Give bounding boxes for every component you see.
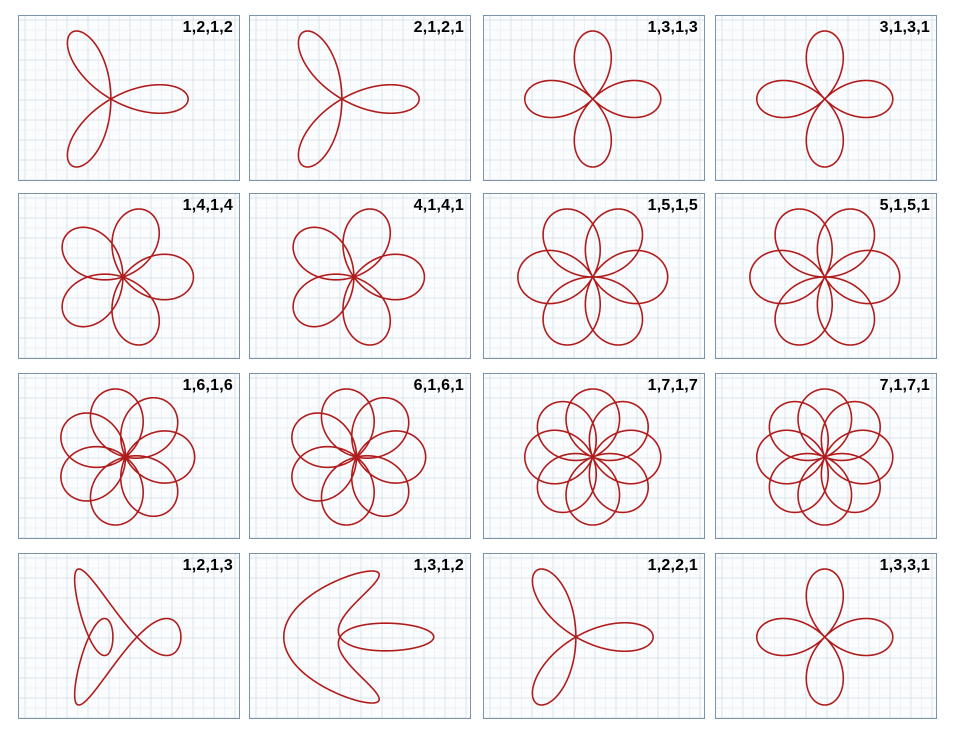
curve-panel: 2,1,2,1 [249, 15, 471, 181]
curve-panel: 6,1,6,1 [249, 373, 471, 539]
curve-plot [484, 554, 704, 718]
curve-panel: 1,5,1,5 [483, 193, 705, 359]
panel-label: 1,3,3,1 [879, 557, 930, 574]
curve-path [292, 208, 426, 346]
panel-label: 1,3,1,3 [647, 19, 698, 36]
panel-label: 1,4,1,4 [182, 197, 233, 214]
grid-lines [484, 16, 704, 180]
grid-lines [484, 554, 704, 718]
curve-plot [250, 374, 470, 538]
grid-lines [250, 374, 470, 538]
grid-lines [250, 554, 470, 718]
grid-lines [716, 374, 936, 538]
curve-panel: 1,2,2,1 [483, 553, 705, 719]
grid-lines [19, 374, 239, 538]
curve-plot [19, 16, 239, 180]
grid-lines [250, 194, 470, 358]
curve-plot [716, 16, 936, 180]
curve-plot [484, 374, 704, 538]
panel-label: 1,5,1,5 [647, 197, 698, 214]
panel-label: 1,7,1,7 [647, 377, 698, 394]
curve-path [531, 568, 654, 706]
grid-lines [19, 194, 239, 358]
curve-path [297, 30, 420, 168]
panel-label: 1,2,1,3 [182, 557, 233, 574]
panel-label: 6,1,6,1 [413, 377, 464, 394]
curve-panel: 1,3,3,1 [715, 553, 937, 719]
curve-panel: 7,1,7,1 [715, 373, 937, 539]
curve-path [282, 570, 435, 704]
panel-label: 2,1,2,1 [413, 19, 464, 36]
grid-lines [19, 554, 239, 718]
curve-path [755, 388, 894, 526]
curve-path [73, 568, 182, 706]
curve-panel: 1,3,1,3 [483, 15, 705, 181]
curve-plot [19, 194, 239, 358]
curve-panel: 4,1,4,1 [249, 193, 471, 359]
curve-path [755, 568, 894, 706]
panel-label: 3,1,3,1 [879, 19, 930, 36]
curve-plot [19, 374, 239, 538]
panel-label: 1,2,1,2 [182, 19, 233, 36]
curve-plot [716, 554, 936, 718]
curve-plot [484, 194, 704, 358]
curve-path [523, 388, 662, 526]
curve-plot [250, 554, 470, 718]
curve-plot [19, 554, 239, 718]
curve-panel: 1,2,1,3 [18, 553, 240, 719]
curve-plot [250, 194, 470, 358]
curve-path [755, 30, 894, 168]
curve-path [60, 388, 196, 526]
grid-lines [484, 194, 704, 358]
curve-panel: 3,1,3,1 [715, 15, 937, 181]
curve-plot [250, 16, 470, 180]
grid-lines [250, 16, 470, 180]
curve-plot [484, 16, 704, 180]
panel-label: 5,1,5,1 [879, 197, 930, 214]
panel-label: 7,1,7,1 [879, 377, 930, 394]
curve-panel: 1,6,1,6 [18, 373, 240, 539]
curve-path [61, 208, 195, 346]
grid-lines [716, 16, 936, 180]
panel-label: 1,3,1,2 [413, 557, 464, 574]
grid-lines [716, 554, 936, 718]
curve-path [291, 388, 427, 526]
grid-lines [19, 16, 239, 180]
curve-panel: 1,3,1,2 [249, 553, 471, 719]
curve-plot [716, 194, 936, 358]
curve-path [749, 208, 901, 346]
curve-path [66, 30, 189, 168]
panel-label: 1,2,2,1 [647, 557, 698, 574]
curve-panel: 1,7,1,7 [483, 373, 705, 539]
panel-label: 4,1,4,1 [413, 197, 464, 214]
curve-path [523, 30, 662, 168]
curve-panel: 5,1,5,1 [715, 193, 937, 359]
curve-path [517, 208, 669, 346]
curve-panel: 1,4,1,4 [18, 193, 240, 359]
panel-label: 1,6,1,6 [182, 377, 233, 394]
curve-panel: 1,2,1,2 [18, 15, 240, 181]
curve-plot [716, 374, 936, 538]
